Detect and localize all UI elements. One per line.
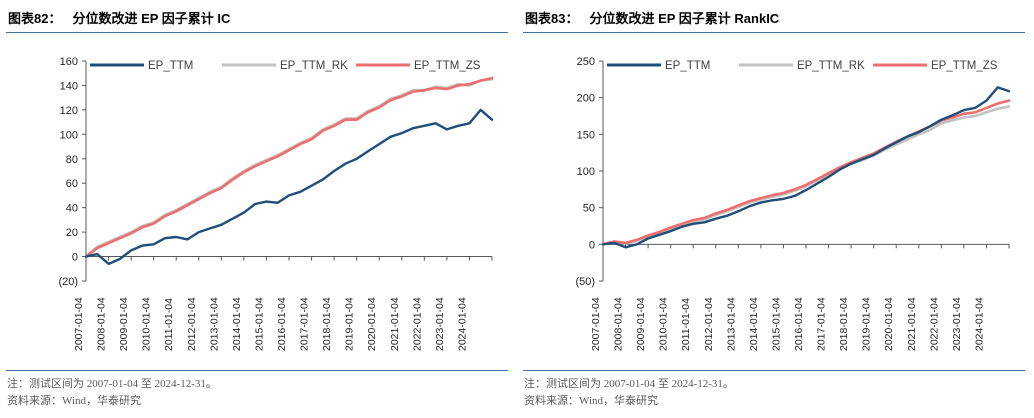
x-tick-label: 2016-01-04: [276, 297, 288, 351]
note-data-source: 资料来源：Wind，华泰研究: [7, 394, 141, 407]
y-tick-label: 100: [60, 129, 78, 141]
chart-legend: EP_TTM EP_TTM_RK EP_TTM_ZS: [607, 60, 998, 72]
y-tick-label: 100: [577, 166, 595, 178]
x-tick-label: 2010-01-04: [658, 297, 670, 351]
x-tick-label: 2015-01-04: [770, 297, 782, 351]
x-tick-label: 2019-01-04: [861, 297, 873, 351]
x-tick-label: 2014-01-04: [231, 297, 243, 351]
y-tick-label: 20: [66, 227, 78, 239]
x-tick-label: 2009-01-04: [635, 297, 647, 351]
series-line-EP_TTM_ZS: [84, 76, 494, 258]
x-tick-label: 2020-01-04: [366, 297, 378, 351]
x-tick-label: 2019-01-04: [344, 297, 356, 351]
y-tick-label: (20): [58, 276, 78, 288]
research-figure-pair: 图表82： 分位数改进 EP 因子累计 IC 160 140 120 100 80 60 40…: [0, 0, 1034, 409]
x-tick-label: 2012-01-04: [186, 297, 198, 351]
legend-item-EP_TTM_RK: EP_TTM_RK: [739, 60, 865, 72]
y-tick-label: 40: [66, 203, 78, 215]
chart-legend: EP_TTM EP_TTM_RK EP_TTM_ZS: [90, 60, 481, 72]
chart-footnotes: 注：测试区间为 2007-01-04 至 2024-12-31。 资料来源：Wi…: [523, 370, 1025, 409]
legend-label: EP_TTM: [665, 60, 710, 72]
y-tick-label: 140: [60, 80, 78, 92]
note-test-range: 注：测试区间为 2007-01-04 至 2024-12-31。: [7, 378, 217, 390]
x-tick-label: 2022-01-04: [411, 297, 423, 351]
note-data-source: 资料来源：Wind，华泰研究: [524, 394, 658, 407]
legend-item-EP_TTM: EP_TTM: [607, 60, 710, 72]
y-axis: 160 140 120 100 80 60 40 20 0 (20): [58, 56, 87, 288]
legend-label: EP_TTM_ZS: [414, 60, 481, 72]
x-tick-label: 2013-01-04: [725, 297, 737, 351]
x-tick-label: 2011-01-04: [680, 298, 692, 351]
x-tick-label: 2007-01-04: [590, 297, 602, 351]
x-tick-label: 2021-01-04: [389, 297, 401, 351]
x-tick-label: 2017-01-04: [299, 297, 311, 351]
legend-label: EP_TTM_RK: [797, 60, 865, 72]
x-tick-label: 2009-01-04: [118, 297, 130, 351]
x-tick-label: 2020-01-04: [883, 297, 895, 351]
series-line-EP_TTM: [601, 86, 1011, 249]
series-line-EP_TTM_RK: [601, 105, 1011, 246]
legend-item-EP_TTM_ZS: EP_TTM_ZS: [873, 60, 998, 72]
legend-label: EP_TTM: [148, 60, 193, 72]
y-tick-label: (50): [575, 276, 595, 288]
panel-ic-chart: 图表82： 分位数改进 EP 因子累计 IC 160 140 120 100 80 60 40…: [0, 0, 517, 409]
y-tick-label: 150: [577, 129, 595, 141]
y-tick-label: 50: [583, 203, 595, 215]
figure-number: 图表82：: [8, 11, 62, 26]
series-lines: [84, 76, 494, 266]
line-chart-svg: 160 140 120 100 80 60 40 20 0 (20) 2007-01-04 2008-…: [58, 56, 494, 351]
legend-item-EP_TTM_ZS: EP_TTM_ZS: [356, 60, 481, 72]
x-tick-label: 2007-01-04: [73, 297, 85, 351]
x-tick-label: 2008-01-04: [96, 297, 108, 351]
x-tick-label: 2017-01-04: [816, 297, 828, 351]
legend-item-EP_TTM_RK: EP_TTM_RK: [222, 60, 348, 72]
x-tick-label: 2024-01-04: [456, 297, 468, 351]
legend-item-EP_TTM: EP_TTM: [90, 60, 193, 72]
x-tick-label: 2022-01-04: [928, 297, 940, 351]
panel-rankic-chart: 图表83： 分位数改进 EP 因子累计 RankIC 250 200 150 100 50…: [517, 0, 1034, 409]
y-tick-label: 160: [60, 56, 78, 68]
y-tick-label: 60: [66, 178, 78, 190]
chart-title-row: 图表82： 分位数改进 EP 因子累计 IC: [6, 6, 508, 33]
y-axis: 250 200 150 100 50 0 (50): [575, 56, 604, 288]
figure-title: 分位数改进 EP 因子累计 IC: [72, 11, 231, 26]
series-line-EP_TTM: [84, 108, 494, 266]
y-tick-label: 80: [66, 154, 78, 166]
x-tick-label: 2010-01-04: [141, 297, 153, 351]
x-axis: 2007-01-04 2008-01-04 2009-01-04 2010-01-04…: [590, 243, 1010, 351]
series-lines: [601, 86, 1011, 249]
x-tick-label: 2024-01-04: [973, 297, 985, 351]
x-tick-label: 2015-01-04: [253, 297, 265, 351]
figure-number: 图表83：: [525, 11, 579, 26]
x-tick-label: 2023-01-04: [434, 297, 446, 351]
y-tick-label: 120: [60, 105, 78, 117]
rankic-chart-canvas: 250 200 150 100 50 0 (50) 2007-01-04 2008-01-04 2…: [523, 35, 1025, 365]
note-test-range: 注：测试区间为 2007-01-04 至 2024-12-31。: [524, 378, 734, 390]
x-tick-label: 2018-01-04: [321, 297, 333, 351]
x-axis: 2007-01-04 2008-01-04 2009-01-04 2010-01-04…: [73, 256, 493, 351]
x-tick-label: 2011-01-04: [163, 298, 175, 351]
legend-label: EP_TTM_RK: [280, 60, 348, 72]
x-tick-label: 2008-01-04: [613, 297, 625, 351]
series-line-EP_TTM_RK: [84, 77, 494, 258]
y-tick-label: 250: [577, 56, 595, 68]
x-tick-label: 2021-01-04: [906, 297, 918, 351]
x-tick-label: 2013-01-04: [208, 297, 220, 351]
x-tick-label: 2012-01-04: [703, 297, 715, 351]
x-tick-label: 2016-01-04: [793, 297, 805, 351]
x-tick-label: 2014-01-04: [748, 297, 760, 351]
legend-label: EP_TTM_ZS: [931, 60, 998, 72]
x-tick-label: 2023-01-04: [951, 297, 963, 351]
chart-title-row: 图表83： 分位数改进 EP 因子累计 RankIC: [523, 6, 1025, 33]
x-tick-label: 2018-01-04: [838, 297, 850, 351]
y-tick-label: 0: [589, 239, 595, 251]
y-tick-label: 0: [72, 252, 78, 264]
figure-title: 分位数改进 EP 因子累计 RankIC: [589, 11, 780, 26]
y-tick-label: 200: [577, 93, 595, 105]
ic-chart-canvas: 160 140 120 100 80 60 40 20 0 (20) 2007-01-04 2008-…: [6, 35, 508, 365]
chart-footnotes: 注：测试区间为 2007-01-04 至 2024-12-31。 资料来源：Wi…: [6, 370, 508, 409]
